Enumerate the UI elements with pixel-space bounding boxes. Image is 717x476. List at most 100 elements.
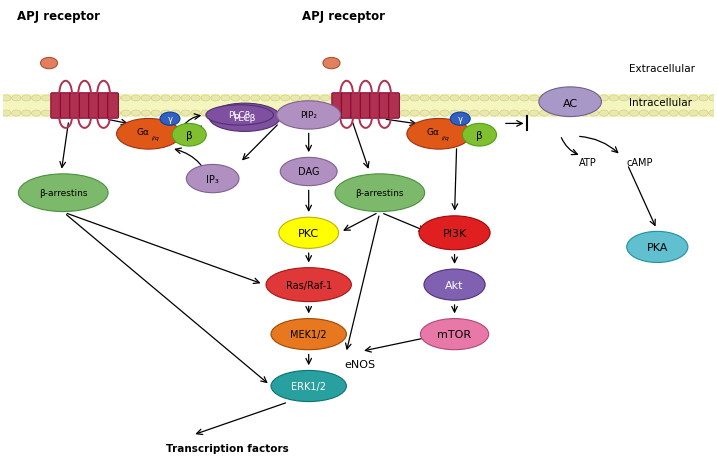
Text: DAG: DAG [298,167,320,177]
Circle shape [520,96,529,102]
Circle shape [480,96,489,102]
Circle shape [619,96,629,102]
Ellipse shape [407,119,471,150]
Text: PLCβ: PLCβ [229,111,251,120]
Circle shape [351,111,359,117]
Circle shape [22,96,31,102]
Circle shape [270,111,280,117]
Text: ERK1/2: ERK1/2 [291,381,326,391]
Circle shape [490,96,499,102]
Circle shape [62,96,71,102]
Circle shape [669,111,678,117]
FancyBboxPatch shape [89,94,100,119]
Text: β-arrestins: β-arrestins [356,189,404,198]
Circle shape [569,96,579,102]
Circle shape [639,111,648,117]
FancyBboxPatch shape [98,94,109,119]
Circle shape [22,111,31,117]
Circle shape [599,96,609,102]
Ellipse shape [450,113,470,126]
Circle shape [689,111,698,117]
Circle shape [559,96,569,102]
Circle shape [630,111,638,117]
Circle shape [121,96,130,102]
Circle shape [1,96,11,102]
Circle shape [470,96,479,102]
Circle shape [579,96,589,102]
Circle shape [52,96,61,102]
Circle shape [450,96,459,102]
Circle shape [410,96,419,102]
Text: β: β [476,130,483,140]
Circle shape [609,96,619,102]
Circle shape [32,111,41,117]
Ellipse shape [160,113,180,126]
Circle shape [420,111,429,117]
FancyBboxPatch shape [360,94,371,119]
Circle shape [569,111,579,117]
Text: γ: γ [168,115,173,124]
Circle shape [161,96,171,102]
FancyBboxPatch shape [370,94,381,119]
Circle shape [310,111,320,117]
Circle shape [360,111,369,117]
Text: AC: AC [563,99,578,109]
Circle shape [191,111,200,117]
Circle shape [331,96,340,102]
Circle shape [609,111,619,117]
FancyBboxPatch shape [80,94,90,119]
Circle shape [709,96,717,102]
Circle shape [530,111,539,117]
Ellipse shape [420,319,489,350]
Ellipse shape [424,269,485,300]
Circle shape [420,96,429,102]
Circle shape [589,96,599,102]
Ellipse shape [271,319,346,350]
FancyBboxPatch shape [351,94,361,119]
Circle shape [380,96,389,102]
Circle shape [679,111,688,117]
Text: β-arrestins: β-arrestins [39,189,87,198]
Circle shape [290,111,300,117]
Circle shape [470,111,479,117]
Circle shape [579,111,589,117]
Circle shape [91,96,100,102]
Circle shape [530,96,539,102]
Circle shape [370,111,379,117]
Circle shape [40,58,57,69]
Circle shape [450,111,459,117]
Circle shape [709,111,717,117]
Text: APJ receptor: APJ receptor [302,10,384,23]
Ellipse shape [266,268,351,302]
Circle shape [649,111,658,117]
Circle shape [251,111,260,117]
Circle shape [689,96,698,102]
Circle shape [440,96,450,102]
Text: PKA: PKA [647,242,668,252]
FancyBboxPatch shape [379,94,390,119]
Circle shape [599,111,609,117]
Circle shape [490,111,499,117]
Circle shape [559,111,569,117]
Circle shape [221,111,230,117]
Ellipse shape [279,218,338,249]
Circle shape [380,111,389,117]
Text: IP₃: IP₃ [206,174,219,184]
Circle shape [82,96,90,102]
Circle shape [510,111,519,117]
Text: PLCβ: PLCβ [234,114,256,122]
FancyBboxPatch shape [341,94,352,119]
FancyBboxPatch shape [60,94,71,119]
Text: PKC: PKC [298,228,319,238]
FancyBboxPatch shape [3,95,714,118]
Circle shape [589,111,599,117]
Text: Gα: Gα [427,128,440,137]
Circle shape [241,111,250,117]
Ellipse shape [117,119,181,150]
Text: β: β [186,130,192,140]
Circle shape [300,96,310,102]
Text: mTOR: mTOR [437,329,472,339]
Circle shape [221,96,230,102]
Text: Ras/Raf-1: Ras/Raf-1 [285,280,332,290]
Ellipse shape [172,124,206,147]
